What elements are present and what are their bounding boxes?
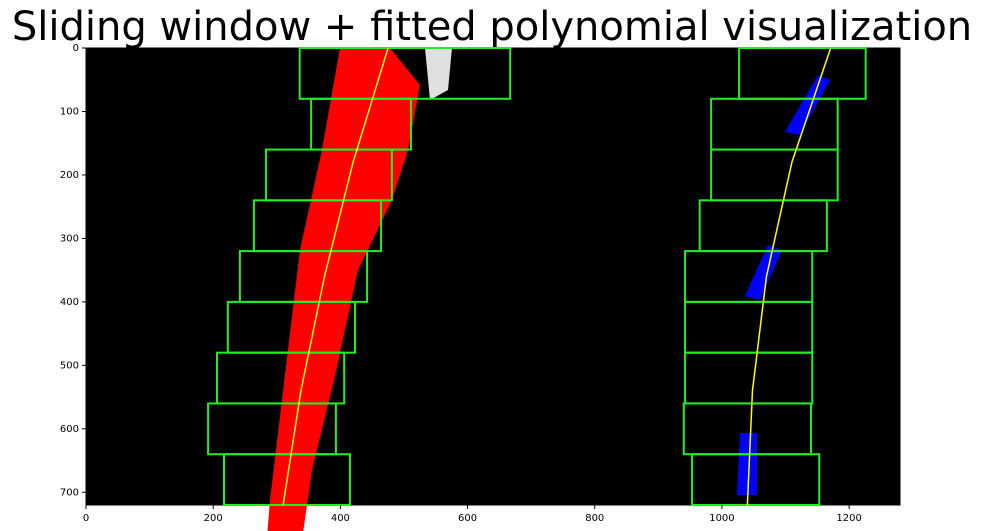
chart-title: Sliding window + fitted polynomial visua… <box>12 4 972 50</box>
right-lane-pixels <box>745 245 782 300</box>
x-tick-label: 400 <box>331 513 350 524</box>
x-tick-label: 1000 <box>709 513 734 524</box>
y-tick-label: 500 <box>60 360 79 371</box>
search-window <box>691 453 821 507</box>
y-tick-label: 400 <box>60 297 79 308</box>
right-lane-pixels <box>785 75 830 135</box>
y-tick-label: 700 <box>60 487 79 498</box>
y-tick-label: 300 <box>60 233 79 244</box>
y-tick-label: 200 <box>60 170 79 181</box>
search-window <box>222 453 351 507</box>
x-tick-label: 0 <box>83 513 89 524</box>
x-tick-label: 1200 <box>836 513 861 524</box>
y-tick-label: 0 <box>73 43 79 54</box>
left-lane-pixels <box>267 48 420 531</box>
fitted-curve <box>282 47 389 506</box>
bright-pixels <box>425 48 452 100</box>
y-tick-label: 100 <box>60 106 79 117</box>
x-tick-label: 200 <box>204 513 223 524</box>
x-tick-label: 600 <box>458 513 477 524</box>
fitted-curve <box>746 47 832 506</box>
right-lane-pixels <box>737 433 757 495</box>
x-tick-label: 800 <box>585 513 604 524</box>
y-tick-label: 600 <box>60 424 79 435</box>
